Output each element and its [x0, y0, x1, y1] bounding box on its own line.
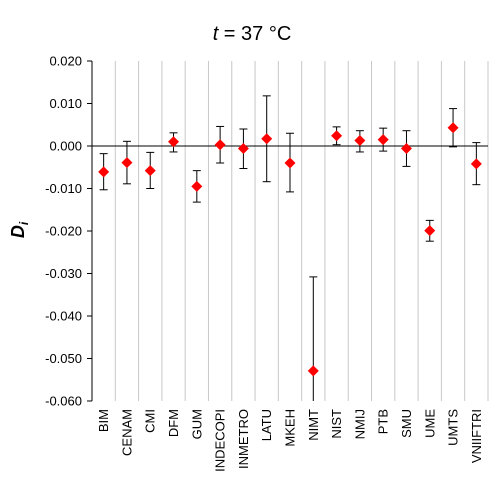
chart-title: t = 37 °C [213, 23, 292, 45]
y-tick-label: 0.000 [49, 139, 82, 154]
y-tick-label: -0.020 [45, 224, 82, 239]
data-point [144, 165, 156, 177]
x-tick-label: INDECOPI [213, 409, 228, 472]
x-tick-label: NIMT [306, 409, 321, 441]
error-bars [99, 95, 481, 401]
y-tick-label: -0.050 [45, 351, 82, 366]
x-tick-label: NMIJ [352, 409, 367, 439]
x-tick-label: MKEH [283, 409, 298, 447]
x-tick-label: DFM [166, 409, 181, 437]
data-point [377, 134, 389, 146]
x-tick-label: INMETRO [236, 409, 251, 469]
x-tick-label: CENAM [119, 409, 134, 456]
y-axis-label-main: D [8, 225, 28, 238]
data-points [98, 122, 482, 377]
y-tick-label: 0.020 [49, 54, 82, 69]
data-point [331, 130, 343, 142]
data-point [214, 139, 226, 151]
y-tick-label: -0.030 [45, 266, 82, 281]
data-point [470, 158, 482, 170]
x-tick-label: SMU [399, 409, 414, 438]
data-point [424, 225, 436, 237]
x-tick-label: UME [422, 409, 437, 438]
data-point [121, 157, 133, 169]
x-tick-label: LATU [259, 409, 274, 441]
y-axis-label-sub: i [17, 221, 31, 225]
vertical-gridlines [91, 61, 489, 401]
y-tick-label: -0.040 [45, 309, 82, 324]
chart-title-text: = 37 °C [218, 23, 291, 45]
y-tick-labels: 0.020 0.010 0.000 -0.010 -0.020 -0.030 -0.040 -… [45, 54, 82, 409]
data-point [261, 133, 273, 145]
y-axis-label: Di [8, 221, 31, 238]
data-point [168, 136, 180, 148]
data-point [354, 134, 366, 146]
x-tick-labels: BIM CENAM CMI DFM GUM INDECOPI INMETRO LATU MKEH… [96, 409, 484, 472]
data-point [98, 166, 110, 178]
data-point [400, 143, 412, 155]
y-tick-label: 0.010 [49, 96, 82, 111]
data-point [191, 180, 203, 192]
y-tick-label: -0.060 [45, 394, 82, 409]
data-point [237, 143, 249, 155]
x-tick-label: BIM [96, 409, 111, 432]
data-point [307, 365, 319, 377]
x-tick-label: GUM [189, 409, 204, 439]
data-point [284, 157, 296, 169]
x-tick-label: VNIIFTRI [469, 409, 484, 463]
x-tick-label: UMTS [446, 409, 461, 446]
data-point [447, 122, 459, 134]
x-tick-label: NIST [329, 409, 344, 439]
y-tick-label: -0.010 [45, 181, 82, 196]
x-tick-label: CMI [143, 409, 158, 433]
x-tick-label: PTB [376, 409, 391, 434]
chart-title-variable: t [213, 23, 220, 45]
